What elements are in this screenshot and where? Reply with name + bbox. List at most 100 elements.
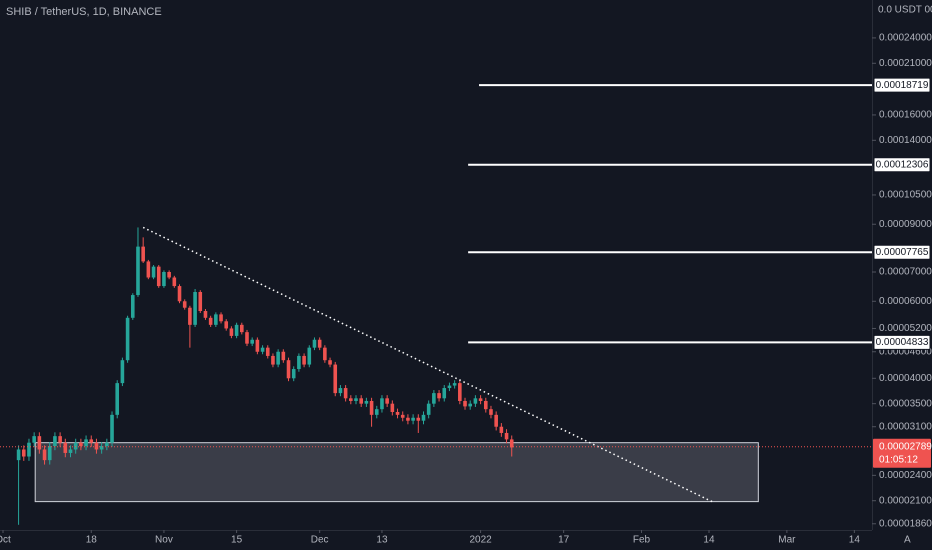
candle-body — [281, 351, 286, 361]
chart-title: SHIB / TetherUS, 1D, BINANCE — [6, 6, 162, 18]
candle-body — [411, 417, 415, 421]
candle-body — [255, 339, 260, 352]
candle-body — [125, 317, 130, 361]
candle-body — [16, 449, 21, 461]
candle-body — [110, 414, 114, 443]
candle-body — [245, 332, 249, 344]
candle-body — [271, 355, 275, 365]
candle-body — [473, 398, 478, 404]
candle-body — [468, 403, 473, 407]
candle-body — [188, 307, 192, 325]
candle-body — [130, 295, 135, 318]
x-tick-label: 14 — [849, 535, 861, 546]
candle-body — [156, 266, 161, 287]
scale-mode[interactable]: A — [904, 535, 911, 546]
candle-body — [198, 292, 203, 312]
candle-body — [47, 446, 52, 461]
candle-body — [141, 246, 145, 262]
x-tick-label: Nov — [155, 535, 173, 546]
candle-body — [426, 403, 431, 415]
candle-body — [364, 400, 369, 404]
current-price-badge — [873, 438, 931, 468]
countdown: 01:05:12 — [879, 454, 918, 465]
candle-body — [214, 314, 218, 325]
x-tick-label: 2022 — [469, 535, 492, 546]
candle-body — [94, 442, 99, 450]
candle-body — [499, 426, 504, 433]
candle-body — [172, 277, 177, 287]
candle-body — [359, 398, 363, 404]
candle-body — [297, 355, 301, 370]
price-level-badge — [873, 77, 931, 93]
price-level-badge — [873, 244, 931, 260]
candle-body — [317, 339, 322, 348]
candle-body — [374, 409, 379, 415]
price-level-label: 0.00018719 — [876, 80, 929, 91]
candle-body — [307, 347, 312, 365]
candle-body — [229, 328, 234, 336]
candle-body — [234, 324, 239, 336]
y-tick-label: 0.00024000 — [879, 33, 932, 44]
candle-body — [63, 442, 68, 453]
x-tick-label: Mar — [778, 535, 796, 546]
y-tick-label: 0.00010500 — [879, 190, 932, 201]
y-tick-label: 0.00004000 — [879, 373, 932, 384]
y-tick-label: 0.00007000 — [879, 267, 932, 278]
candle-body — [27, 442, 31, 457]
candle-body — [504, 432, 509, 440]
candle-body — [421, 414, 426, 421]
y-tick-label: 0.00002400 — [879, 470, 932, 481]
candle-body — [219, 314, 223, 322]
candle-body — [120, 360, 125, 384]
y-tick-label: 0.00014000 — [879, 135, 932, 146]
y-tick-label: 0.00006000 — [879, 296, 932, 307]
candle-body — [240, 324, 244, 333]
candle-body — [182, 301, 187, 308]
candle-body — [146, 261, 151, 278]
price-level-label: 0.00007765 — [876, 247, 929, 258]
price-level-badge — [873, 157, 931, 173]
candle-body — [509, 439, 514, 448]
x-tick-label: 17 — [558, 535, 570, 546]
candle-body — [400, 414, 405, 418]
candle-body — [68, 449, 73, 453]
candle-body — [447, 385, 452, 389]
candle-body — [302, 355, 306, 365]
candle-body — [84, 439, 88, 447]
candle-body — [162, 271, 166, 287]
y-tick-label: 0.00021000 — [879, 58, 932, 69]
candle-body — [286, 360, 291, 379]
candle-body — [260, 347, 265, 352]
candle-body — [483, 400, 488, 410]
candle-body — [416, 417, 421, 421]
candle-body — [312, 339, 317, 348]
support-zone — [34, 442, 759, 503]
candle-body — [458, 383, 462, 401]
candle-body — [354, 398, 358, 401]
candle-body — [390, 403, 395, 412]
candle-body — [442, 388, 447, 399]
candle-body — [224, 321, 229, 329]
trendline — [142, 226, 713, 503]
candle-body — [21, 449, 26, 457]
candle-body — [99, 446, 104, 450]
y-tick-label: 0.00001860 — [879, 518, 932, 529]
candle-body — [105, 442, 109, 447]
candle-body — [115, 383, 120, 415]
candle-body — [432, 393, 436, 404]
candle-body — [79, 442, 83, 447]
x-tick-label: Oct — [0, 535, 11, 546]
candle-body — [53, 436, 57, 447]
y-tick-label: 0.00016000 — [879, 110, 932, 121]
x-tick-label: 14 — [703, 535, 715, 546]
candle-body — [37, 436, 42, 450]
candle-body — [208, 317, 213, 325]
y-tick-label: 0.00003100 — [879, 421, 932, 432]
x-tick-label: 18 — [86, 535, 98, 546]
candle-body — [385, 398, 389, 404]
candle-body — [203, 311, 208, 318]
candle-body — [494, 414, 498, 427]
x-tick-label: 13 — [376, 535, 388, 546]
candle-body — [437, 393, 441, 399]
x-tick-label: 15 — [231, 535, 243, 546]
